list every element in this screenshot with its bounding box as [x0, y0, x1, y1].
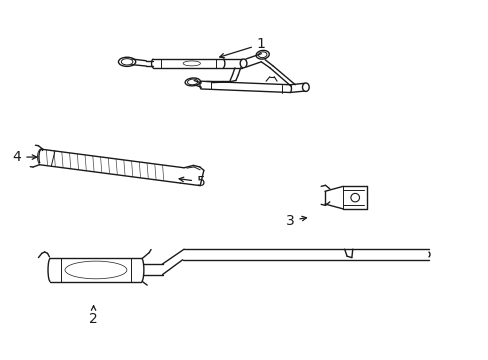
Ellipse shape	[187, 79, 198, 85]
Text: 1: 1	[219, 37, 265, 58]
Ellipse shape	[183, 61, 200, 66]
Text: 5: 5	[179, 175, 205, 189]
Ellipse shape	[256, 50, 269, 59]
Ellipse shape	[258, 52, 266, 58]
Ellipse shape	[65, 261, 127, 279]
Ellipse shape	[350, 193, 359, 202]
Ellipse shape	[185, 78, 200, 86]
Ellipse shape	[121, 59, 133, 65]
Text: 2: 2	[89, 306, 98, 327]
Ellipse shape	[118, 57, 136, 66]
Text: 4: 4	[13, 150, 37, 164]
Text: 3: 3	[285, 213, 306, 228]
Ellipse shape	[302, 83, 308, 91]
Ellipse shape	[240, 59, 246, 68]
